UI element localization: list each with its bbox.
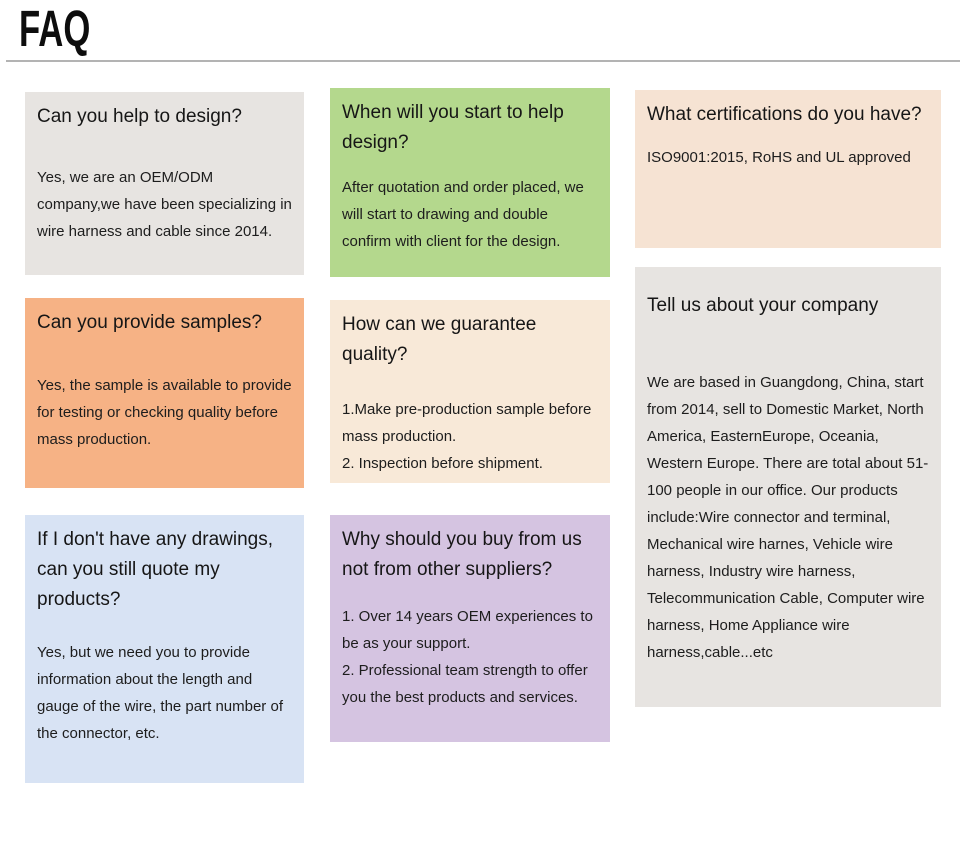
page-title: FAQ	[19, 0, 91, 57]
faq-question: Can you provide samples?	[37, 312, 262, 333]
faq-question: Tell us about your company	[647, 295, 879, 316]
faq-question: When will you start to help design?	[342, 102, 564, 153]
faq-question: What certifications do you have?	[647, 104, 922, 125]
faq-card-quality: How can we guarantee quality? 1.Make pre…	[330, 300, 610, 483]
faq-answer: 2. Inspection before shipment.	[342, 455, 543, 472]
faq-answer: Yes, the sample is available to provide …	[37, 377, 292, 448]
faq-question: If I don't have any drawings, can you st…	[37, 529, 273, 610]
faq-card-why-us: Why should you buy from us not from othe…	[330, 515, 610, 742]
faq-card-certifications: What certifications do you have? ISO9001…	[635, 90, 941, 248]
faq-question: How can we guarantee quality?	[342, 314, 537, 365]
faq-answer: ISO9001:2015, RoHS and UL approved	[647, 149, 911, 166]
faq-answer: 2. Professional team strength to offer y…	[342, 662, 588, 706]
faq-answer: 1. Over 14 years OEM experiences to be a…	[342, 608, 593, 652]
faq-card-design-help: Can you help to design? Yes, we are an O…	[25, 92, 304, 275]
faq-question: Can you help to design?	[37, 106, 242, 127]
title-divider	[6, 60, 960, 62]
faq-answer: Yes, but we need you to provide informat…	[37, 644, 283, 742]
faq-question: Why should you buy from us not from othe…	[342, 529, 582, 580]
faq-answer: We are based in Guangdong, China, start …	[647, 374, 929, 661]
faq-card-samples: Can you provide samples? Yes, the sample…	[25, 298, 304, 488]
faq-card-no-drawings: If I don't have any drawings, can you st…	[25, 515, 304, 783]
faq-answer: Yes, we are an OEM/ODM company,we have b…	[37, 169, 292, 240]
faq-answer: 1.Make pre-production sample before mass…	[342, 401, 592, 445]
faq-card-company: Tell us about your company We are based …	[635, 267, 941, 707]
faq-answer: After quotation and order placed, we wil…	[342, 179, 584, 250]
faq-card-when-start: When will you start to help design? Afte…	[330, 88, 610, 277]
